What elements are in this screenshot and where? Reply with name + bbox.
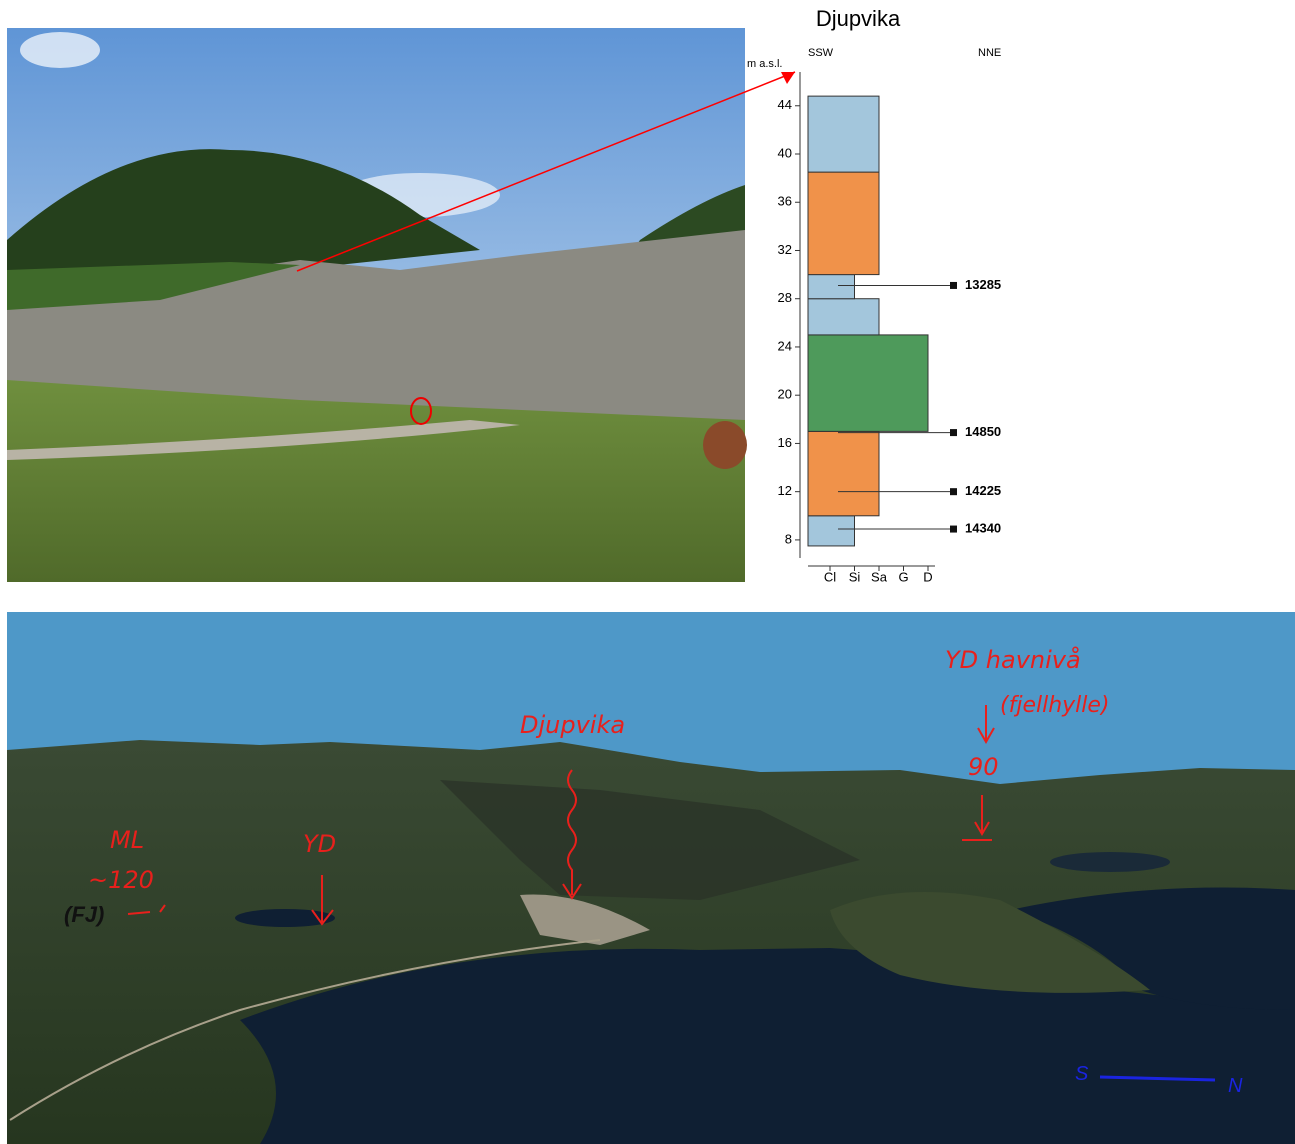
log-unit <box>808 431 879 515</box>
y-tick-label: 16 <box>778 435 792 450</box>
sample-label: 14340 <box>965 520 1001 535</box>
log-unit <box>808 299 879 335</box>
y-tick-label: 24 <box>778 338 792 353</box>
right-direction: NNE <box>978 47 1001 59</box>
x-tick-label: Si <box>849 569 861 584</box>
y-tick-label: 44 <box>778 97 792 112</box>
annotation: YD havnivå <box>945 645 1081 674</box>
annotation: ~120 <box>88 866 154 894</box>
compass-north: N <box>1228 1075 1243 1097</box>
annotation: YD <box>303 830 336 858</box>
sample-label: 14850 <box>965 424 1001 439</box>
y-tick-label: 12 <box>778 483 792 498</box>
log-title: Djupvika <box>816 6 901 31</box>
y-tick-label: 40 <box>778 145 792 160</box>
annotation: Djupvika <box>520 711 625 739</box>
y-tick-label: 32 <box>778 242 792 257</box>
y-tick-label: 28 <box>778 290 792 305</box>
compass-south: S <box>1075 1063 1089 1085</box>
y-axis-label: m a.s.l. <box>747 58 782 70</box>
sample-marker <box>950 282 957 289</box>
x-tick-label: D <box>923 569 932 584</box>
annotation: (fjellhylle) <box>1000 693 1110 718</box>
terrain-view: ML ~120 (FJ) YD Djupvika YD havnivå (fje… <box>7 612 1295 1144</box>
x-tick-label: Sa <box>871 569 888 584</box>
annotation: 90 <box>968 753 999 781</box>
left-direction: SSW <box>808 47 834 59</box>
sample-label: 14225 <box>965 483 1001 498</box>
y-tick-label: 8 <box>785 531 792 546</box>
annotation: ML <box>110 826 144 854</box>
sample-marker <box>950 429 957 436</box>
x-tick-label: G <box>898 569 908 584</box>
log-unit <box>808 275 855 299</box>
log-unit <box>808 172 879 275</box>
log-unit <box>808 335 928 431</box>
y-tick-label: 36 <box>778 194 792 209</box>
figure: Djupvika SSW NNE m a.s.l. 8 12 16 20 24 28 32 3… <box>0 0 1295 1144</box>
sample-marker <box>950 526 957 533</box>
y-tick-label: 20 <box>778 387 792 402</box>
sample-label: 13285 <box>965 277 1001 292</box>
x-tick-label: Cl <box>824 569 836 584</box>
sample-marker <box>950 488 957 495</box>
log-unit <box>808 96 879 172</box>
strat-log: Djupvika SSW NNE m a.s.l. 8 12 16 20 24 28 32 3… <box>747 6 1001 585</box>
log-unit <box>808 516 855 546</box>
annotation: (FJ) <box>64 902 104 927</box>
photo <box>7 28 795 582</box>
